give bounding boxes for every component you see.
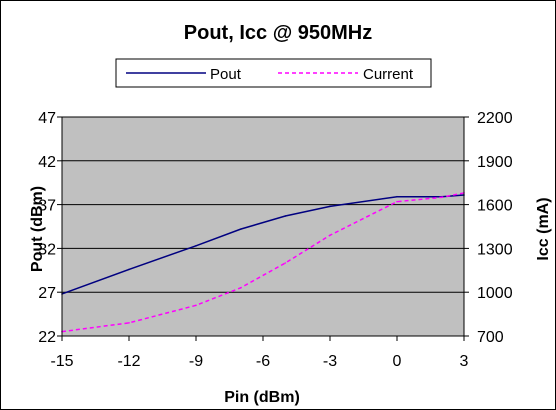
right-tick-label: 1600 [477, 198, 513, 215]
x-tick-label: 3 [460, 353, 469, 370]
data-point [329, 234, 331, 237]
right-tick-label: 2200 [477, 110, 513, 127]
data-point [284, 215, 287, 217]
x-tick-label: -15 [50, 353, 73, 370]
data-point [396, 195, 398, 198]
left-tick-label: 37 [38, 198, 56, 215]
left-tick-label: 27 [38, 285, 56, 302]
data-point [195, 304, 197, 307]
legend-label-current: Current [363, 66, 414, 83]
x-axis-title: Pin (dBm) [224, 389, 300, 406]
x-tick-label: -9 [189, 353, 203, 370]
x-tick-label: -12 [117, 353, 140, 370]
legend-label-pout: Pout [210, 66, 242, 83]
x-tick-label: -6 [256, 353, 270, 370]
left-axis-title: Pout (dBm) [29, 186, 46, 272]
x-tick-label: -3 [323, 353, 337, 370]
x-axis-ticks: -15 -12 -9 -6 -3 0 3 [50, 336, 469, 370]
left-tick-label: 22 [38, 329, 56, 346]
data-point [195, 244, 197, 247]
left-axis-ticks: 22 27 32 37 42 47 [38, 110, 62, 346]
data-point [396, 200, 398, 203]
series-line-current [61, 192, 465, 333]
left-tick-label: 42 [38, 154, 56, 171]
right-axis-title: Icc (mA) [535, 197, 552, 260]
right-tick-label: 700 [477, 329, 504, 346]
data-point [440, 196, 443, 199]
data-point [128, 322, 130, 324]
data-point [128, 268, 130, 271]
data-point [329, 205, 331, 208]
right-axis-ticks: 700 1000 1300 1600 1900 2200 [464, 110, 513, 346]
right-tick-label: 1300 [477, 241, 513, 258]
data-point [239, 228, 242, 230]
left-tick-label: 32 [38, 241, 56, 258]
plot-area [62, 117, 464, 336]
right-tick-label: 1900 [477, 154, 513, 171]
legend: Pout Current [115, 58, 432, 88]
data-point [284, 262, 287, 264]
left-tick-label: 47 [38, 110, 56, 127]
x-tick-label: 0 [393, 353, 402, 370]
data-point [239, 287, 242, 289]
right-tick-label: 1000 [477, 285, 513, 302]
chart-title: Pout, Icc @ 950MHz [184, 22, 372, 44]
